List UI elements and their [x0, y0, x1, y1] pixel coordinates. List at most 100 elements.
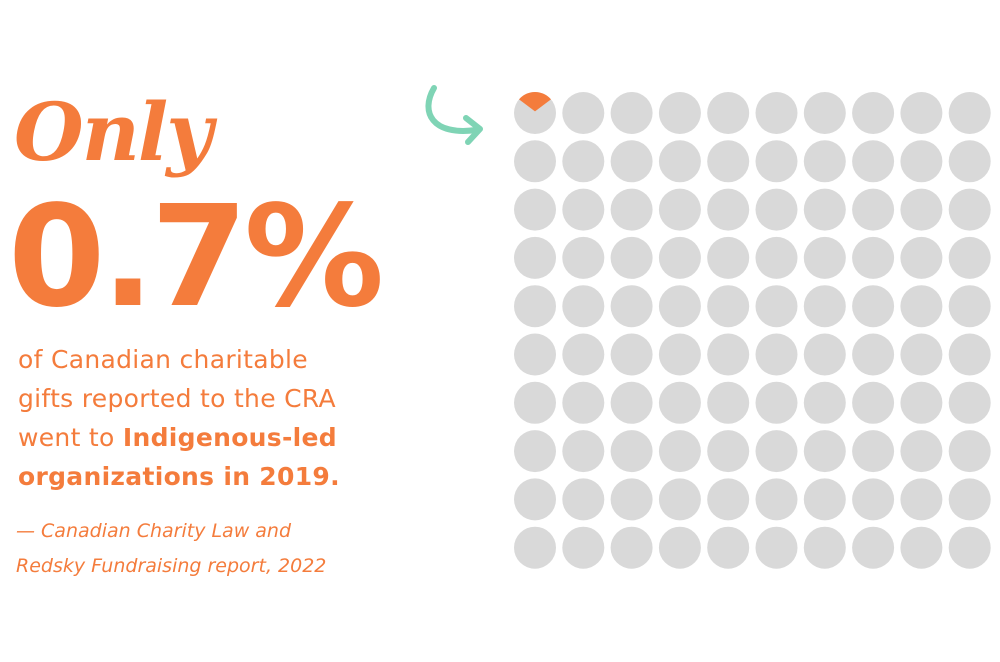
waffle-dot-82: [562, 478, 605, 521]
waffle-dot-75: [707, 430, 750, 473]
waffle-dot-30: [948, 188, 991, 231]
waffle-dot-77: [803, 430, 846, 473]
waffle-dot-18: [852, 140, 895, 183]
waffle-dot-20: [948, 140, 991, 183]
waffle-dot-53: [610, 333, 653, 376]
waffle-dot-9: [900, 92, 943, 134]
waffle-dot-5: [707, 92, 750, 134]
waffle-dot-45: [707, 285, 750, 328]
waffle-dot-93: [610, 526, 653, 569]
waffle-dot-8: [852, 92, 895, 134]
waffle-dot-54: [658, 333, 701, 376]
waffle-dot-42: [562, 285, 605, 328]
curved-arrow-icon: [425, 85, 483, 145]
waffle-dot-89: [900, 478, 943, 521]
waffle-dot-4: [658, 92, 701, 134]
waffle-dot-14: [658, 140, 701, 183]
waffle-highlight-wedge: [519, 92, 551, 112]
waffle-dot-23: [610, 188, 653, 231]
waffle-dot-76: [755, 430, 798, 473]
waffle-dot-92: [562, 526, 605, 569]
waffle-dot-51: [514, 333, 556, 376]
waffle-dot-33: [610, 236, 653, 279]
waffle-dot-39: [900, 236, 943, 279]
waffle-dot-36: [755, 236, 798, 279]
waffle-dot-11: [514, 140, 556, 183]
waffle-dot-78: [852, 430, 895, 473]
waffle-dot-94: [658, 526, 701, 569]
waffle-dot-15: [707, 140, 750, 183]
waffle-dot-79: [900, 430, 943, 473]
waffle-dot-64: [658, 381, 701, 424]
waffle-dot-100: [948, 526, 991, 569]
waffle-dot-56: [755, 333, 798, 376]
waffle-dot-57: [803, 333, 846, 376]
waffle-dot-35: [707, 236, 750, 279]
waffle-dot-70: [948, 381, 991, 424]
waffle-dot-32: [562, 236, 605, 279]
waffle-dot-87: [803, 478, 846, 521]
infographic-text: Only 0.7% of Canadian charitable gifts r…: [0, 0, 480, 662]
waffle-dot-46: [755, 285, 798, 328]
waffle-dot-47: [803, 285, 846, 328]
waffle-dot-16: [755, 140, 798, 183]
description-line-4: organizations in 2019.: [18, 462, 340, 491]
waffle-dot-50: [948, 285, 991, 328]
source-line-2: Redsky Fundraising report, 2022: [16, 555, 327, 577]
waffle-dot-41: [514, 285, 556, 328]
waffle-dot-61: [514, 381, 556, 424]
headline-only: Only: [14, 85, 213, 179]
waffle-dot-84: [658, 478, 701, 521]
waffle-dot-65: [707, 381, 750, 424]
waffle-dot-25: [707, 188, 750, 231]
waffle-dot-99: [900, 526, 943, 569]
waffle-dot-12: [562, 140, 605, 183]
description-line-1: of Canadian charitable: [18, 345, 308, 374]
waffle-dot-43: [610, 285, 653, 328]
waffle-dot-68: [852, 381, 895, 424]
waffle-dot-19: [900, 140, 943, 183]
source-line-1: — Canadian Charity Law and: [16, 520, 292, 542]
waffle-dot-88: [852, 478, 895, 521]
waffle-dot-28: [852, 188, 895, 231]
waffle-dot-40: [948, 236, 991, 279]
waffle-dot-55: [707, 333, 750, 376]
waffle-dot-44: [658, 285, 701, 328]
waffle-dot-91: [514, 526, 556, 569]
description: of Canadian charitable gifts reported to…: [18, 340, 438, 496]
waffle-dot-96: [755, 526, 798, 569]
waffle-dot-17: [803, 140, 846, 183]
waffle-dot-83: [610, 478, 653, 521]
waffle-dot-86: [755, 478, 798, 521]
waffle-dot-13: [610, 140, 653, 183]
waffle-dot-3: [610, 92, 653, 134]
waffle-dot-71: [514, 430, 556, 473]
headline-percent: 0.7%: [8, 176, 384, 339]
waffle-dot-95: [707, 526, 750, 569]
waffle-dot-48: [852, 285, 895, 328]
waffle-chart: [514, 92, 991, 569]
waffle-dot-81: [514, 478, 556, 521]
waffle-dot-22: [562, 188, 605, 231]
description-line-3: went to Indigenous-led: [18, 418, 438, 457]
waffle-dot-27: [803, 188, 846, 231]
description-line-3-bold: Indigenous-led: [122, 423, 337, 452]
waffle-dot-58: [852, 333, 895, 376]
waffle-dot-67: [803, 381, 846, 424]
waffle-dot-98: [852, 526, 895, 569]
waffle-dot-62: [562, 381, 605, 424]
waffle-dot-73: [610, 430, 653, 473]
waffle-dot-49: [900, 285, 943, 328]
waffle-dot-60: [948, 333, 991, 376]
waffle-dot-21: [514, 188, 556, 231]
waffle-dot-63: [610, 381, 653, 424]
description-line-2: gifts reported to the CRA: [18, 384, 336, 413]
waffle-dot-37: [803, 236, 846, 279]
waffle-dot-90: [948, 478, 991, 521]
waffle-dot-34: [658, 236, 701, 279]
waffle-dot-74: [658, 430, 701, 473]
waffle-dot-6: [755, 92, 798, 134]
waffle-dot-31: [514, 236, 556, 279]
waffle-dot-24: [658, 188, 701, 231]
waffle-dot-59: [900, 333, 943, 376]
